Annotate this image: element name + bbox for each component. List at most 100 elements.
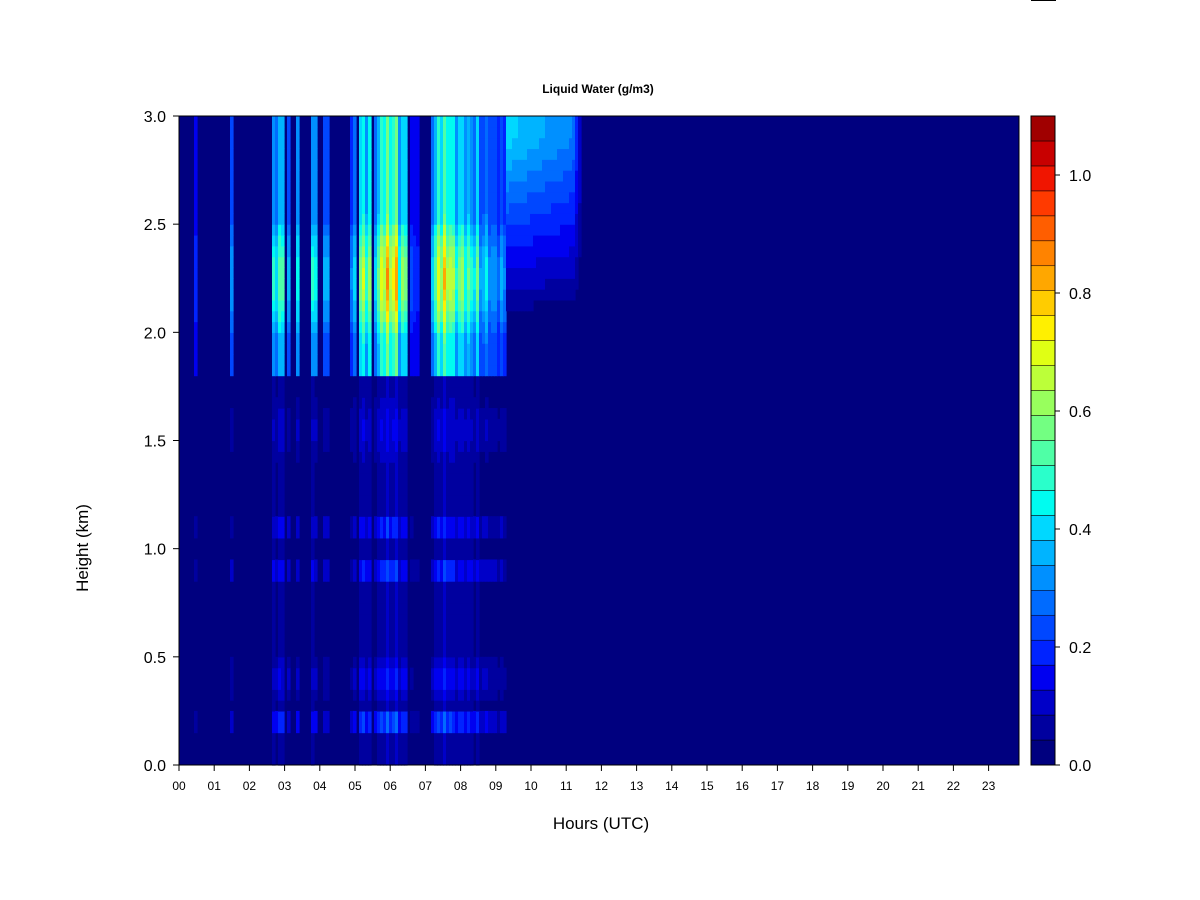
heatmap-cell — [473, 224, 477, 236]
heatmap-cell — [470, 180, 474, 193]
heatmap-cell — [431, 408, 435, 420]
heatmap-cell — [389, 289, 393, 301]
heatmap-cell — [296, 570, 300, 582]
heatmap-cell — [500, 310, 504, 323]
heatmap-cell — [443, 743, 447, 755]
heatmap-cell — [467, 256, 471, 269]
heatmap-cell — [431, 180, 435, 193]
heatmap-cell — [389, 224, 393, 236]
heatmap-cell — [488, 721, 492, 734]
heatmap-cell — [434, 462, 438, 474]
heatmap-cell — [449, 527, 453, 539]
heatmap-cell — [494, 137, 498, 150]
heatmap-cell — [404, 689, 408, 701]
heatmap-cell — [542, 170, 546, 182]
heatmap-cell — [497, 202, 501, 214]
heatmap-cell — [455, 224, 459, 236]
heatmap-cell — [446, 418, 450, 431]
heatmap-cell — [449, 635, 453, 647]
x-tick-label: 08 — [454, 779, 468, 793]
heatmap-cell — [326, 570, 330, 582]
heatmap-cell — [401, 332, 405, 344]
heatmap-cell — [389, 483, 393, 496]
heatmap-cell — [458, 245, 462, 258]
heatmap-cell — [491, 245, 495, 258]
heatmap-cell — [464, 494, 468, 506]
heatmap-cell — [362, 148, 366, 160]
heatmap-cell — [452, 462, 456, 474]
heatmap-cell — [377, 678, 381, 690]
heatmap-cell — [410, 213, 414, 225]
heatmap-cell — [443, 689, 447, 701]
heatmap-cell — [353, 364, 357, 377]
heatmap-cell — [362, 299, 366, 312]
heatmap-cell — [416, 721, 420, 734]
heatmap-cell — [500, 256, 504, 269]
heatmap-cell — [539, 126, 543, 139]
heatmap-cell — [497, 191, 501, 204]
heatmap-cell — [359, 159, 363, 171]
heatmap-cell — [524, 299, 528, 312]
heatmap-cell — [479, 180, 483, 193]
heatmap-cell — [377, 548, 381, 561]
heatmap-cell — [368, 732, 372, 744]
heatmap-cell — [380, 418, 384, 431]
heatmap-cell — [374, 289, 378, 301]
heatmap-cell — [368, 267, 372, 279]
heatmap-cell — [398, 321, 402, 333]
heatmap-cell — [410, 678, 414, 690]
heatmap-cell — [476, 754, 480, 766]
heatmap-cell — [473, 159, 477, 171]
heatmap-cell — [395, 602, 399, 615]
heatmap-cell — [350, 559, 354, 571]
heatmap-cell — [359, 581, 363, 593]
heatmap-cell — [395, 310, 399, 323]
heatmap-cell — [533, 289, 537, 301]
heatmap-cell — [575, 159, 579, 171]
heatmap-cell — [488, 429, 492, 442]
heatmap-cell — [431, 137, 435, 150]
heatmap-cell — [368, 408, 372, 420]
heatmap-cell — [560, 159, 564, 171]
heatmap-cell — [386, 386, 390, 398]
heatmap-cell — [398, 624, 402, 636]
heatmap-cell — [503, 191, 507, 204]
heatmap-cell — [272, 581, 276, 593]
heatmap-cell — [530, 148, 534, 160]
heatmap-cell — [443, 386, 447, 398]
heatmap-cell — [380, 267, 384, 279]
heatmap-cell — [404, 170, 408, 182]
heatmap-cell — [572, 202, 576, 214]
heatmap-cell — [392, 700, 396, 712]
heatmap-cell — [497, 516, 501, 528]
heatmap-cell — [398, 678, 402, 690]
heatmap-cell — [515, 299, 519, 312]
heatmap-cell — [275, 148, 279, 160]
heatmap-cell — [446, 732, 450, 744]
heatmap-cell — [455, 397, 459, 409]
heatmap-cell — [362, 234, 366, 247]
heatmap-cell — [362, 635, 366, 647]
heatmap-cell — [386, 721, 390, 734]
heatmap-cell — [377, 754, 381, 766]
heatmap-cell — [494, 440, 498, 452]
heatmap-cell — [458, 408, 462, 420]
heatmap-cell — [557, 159, 561, 171]
heatmap-cell — [281, 591, 285, 604]
heatmap-cell — [509, 256, 513, 269]
heatmap-cell — [389, 591, 393, 604]
heatmap-cell — [275, 116, 279, 128]
heatmap-cell — [359, 429, 363, 442]
heatmap-cell — [476, 700, 480, 712]
heatmap-cell — [398, 559, 402, 571]
heatmap-cell — [455, 234, 459, 247]
heatmap-cell — [416, 116, 420, 128]
heatmap-cell — [314, 148, 318, 160]
heatmap-cell — [416, 234, 420, 247]
heatmap-cell — [491, 570, 495, 582]
heatmap-cell — [368, 678, 372, 690]
heatmap-cell — [392, 397, 396, 409]
heatmap-cell — [482, 516, 486, 528]
heatmap-cell — [488, 678, 492, 690]
heatmap-cell — [272, 591, 276, 604]
